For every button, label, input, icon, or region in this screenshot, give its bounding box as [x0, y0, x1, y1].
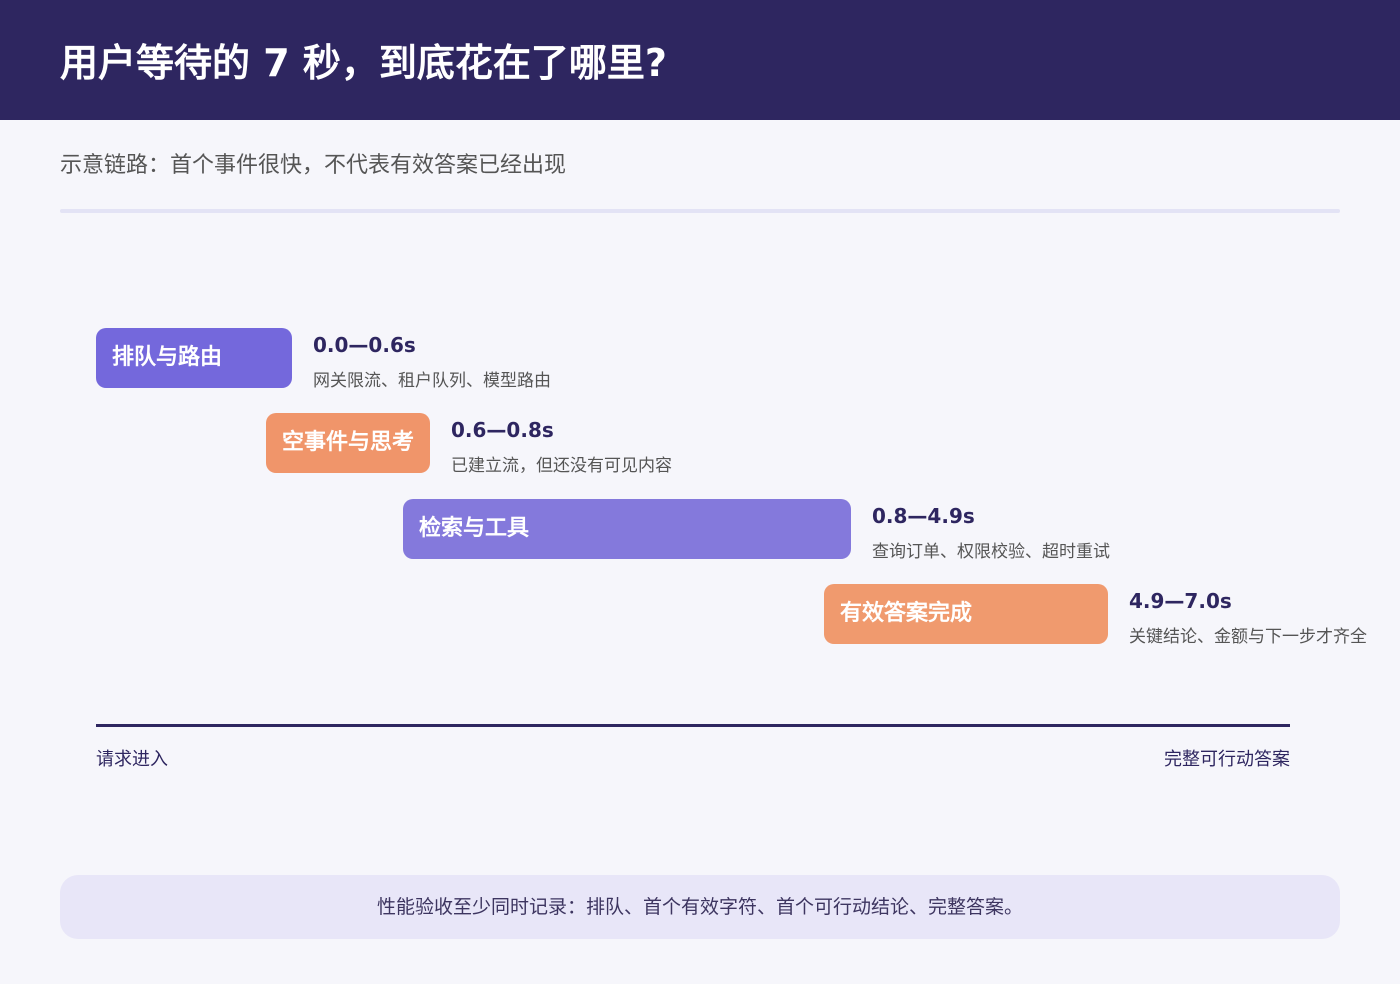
axis-line: [96, 724, 1290, 727]
axis-end: 完整可行动答案: [1164, 749, 1290, 770]
subtitle: 示意链路：首个事件很快，不代表有效答案已经出现: [60, 153, 567, 178]
stage-time: 0.0—0.6s: [313, 333, 416, 357]
note: 性能验收至少同时记录：排队、首个有效字符、首个可行动结论、完整答案。: [60, 875, 1340, 939]
stage-bar: 有效答案完成: [824, 584, 1108, 644]
stage-time: 4.9—7.0s: [1129, 589, 1232, 613]
stage-time: 0.6—0.8s: [451, 418, 554, 442]
stage-desc: 已建立流，但还没有可见内容: [451, 456, 672, 476]
stage-bar: 检索与工具: [403, 499, 851, 559]
stage-bar: 排队与路由: [96, 328, 292, 388]
stage-desc: 查询订单、权限校验、超时重试: [872, 542, 1110, 562]
title: 用户等待的 7 秒，到底花在了哪里?: [60, 41, 667, 85]
axis-start: 请求进入: [96, 749, 168, 770]
header: [0, 0, 1400, 120]
stage-desc: 关键结论、金额与下一步才齐全: [1129, 627, 1367, 647]
stage-time: 0.8—4.9s: [872, 504, 975, 528]
stage-desc: 网关限流、租户队列、模型路由: [313, 371, 551, 391]
stage-bar: 空事件与思考: [266, 413, 430, 473]
divider: [60, 209, 1340, 213]
